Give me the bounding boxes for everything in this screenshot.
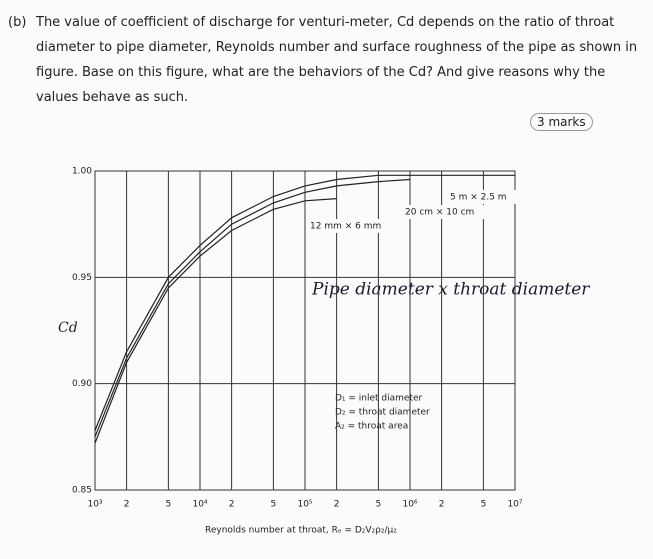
y-tick-label: 0.85: [72, 486, 92, 496]
curve: [94, 174, 515, 431]
curve-label: 12 mm × 6 mm: [310, 222, 381, 232]
x-tick-label: 2: [124, 500, 130, 510]
y-tick-label: 0.90: [72, 379, 92, 389]
note: D₂ = throat diameter: [335, 408, 430, 418]
x-tick-label: 5: [271, 500, 277, 510]
x-tick-label: 5: [166, 500, 172, 510]
y-axis-label: Cd: [58, 320, 78, 336]
x-axis-label: Reynolds number at throat, Rₑ = D₂V₂ρ₂/μ…: [205, 526, 397, 536]
x-tick-label: 10⁵: [297, 500, 312, 510]
question-label: (b): [8, 15, 27, 30]
x-tick-label: 5: [376, 500, 382, 510]
curve-label: 5 m × 2.5 m: [450, 193, 507, 203]
x-tick-label: 10⁴: [192, 500, 207, 510]
annotation: Pipe diameter x throat diameter: [311, 280, 590, 300]
question-text: The value of coefficient of discharge fo…: [36, 15, 638, 105]
x-tick-label: 2: [334, 500, 340, 510]
curve-label-box: [308, 219, 390, 233]
curve-label-box: [403, 205, 485, 219]
curve: [94, 198, 337, 444]
marks: 3 marks: [530, 113, 593, 131]
x-tick-label: 2: [439, 500, 445, 510]
y-tick-label: 1.00: [72, 167, 92, 177]
x-tick-label: 2: [229, 500, 235, 510]
note: A₂ = throat area: [335, 422, 408, 432]
y-tick-label: 0.95: [72, 273, 92, 283]
x-tick-label: 5: [481, 500, 487, 510]
curve: [94, 178, 411, 438]
x-tick-label: 10⁶: [402, 500, 417, 510]
x-tick-label: 10³: [87, 500, 102, 510]
x-tick-label: 10⁷: [507, 500, 522, 510]
curve-label-box: [448, 190, 530, 204]
question: (b) The value of coefficient of discharg…: [8, 10, 638, 110]
curve-label: 20 cm × 10 cm: [405, 208, 474, 218]
